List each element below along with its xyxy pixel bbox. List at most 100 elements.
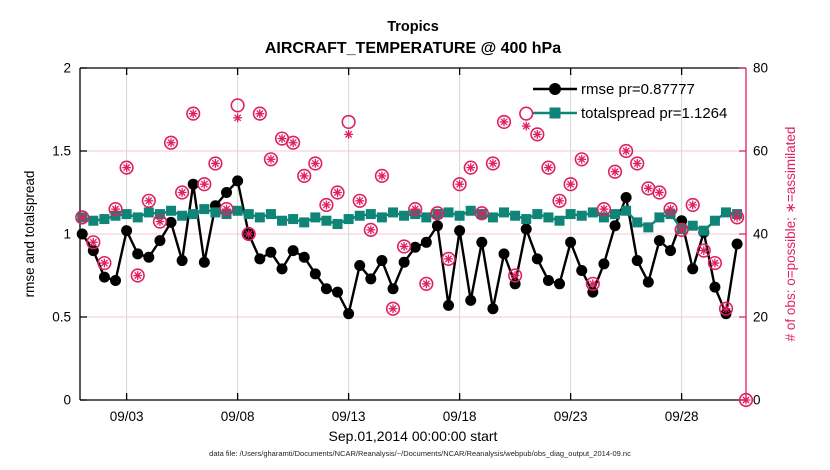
obs-possible-marker: [674, 222, 689, 237]
rmse-marker: [320, 283, 332, 295]
obs-possible-marker: [308, 156, 323, 171]
obs-assimilated-marker: [155, 217, 165, 226]
obs-assimilated-marker: [122, 163, 132, 172]
obs-assimilated-marker: [88, 237, 98, 247]
rmse-marker: [565, 236, 577, 248]
totalspread-marker: [354, 210, 365, 221]
obs-possible-marker: [330, 185, 345, 200]
obs-asterisk-ray: [300, 172, 308, 180]
obs-assimilated-marker: [421, 279, 431, 289]
obs-asterisk-ray: [111, 205, 120, 213]
obs-asterisk-ray: [256, 110, 264, 118]
rmse-marker: [487, 303, 499, 315]
totalspread-marker: [543, 212, 554, 223]
obs-possible-marker: [496, 114, 512, 130]
obs-assimilated-marker: [199, 179, 209, 189]
obs-asterisk-ray: [234, 114, 242, 122]
obs-asterisk-ray: [211, 159, 219, 168]
obs-possible-marker: [241, 226, 256, 242]
obs-possible-marker: [441, 251, 456, 266]
totalspread-marker: [532, 209, 543, 220]
obs-possible-marker: [230, 98, 245, 113]
x-tick-label: 09/13: [332, 409, 366, 424]
totalspread-marker: [232, 205, 243, 216]
obs-asterisk-ray: [633, 159, 641, 168]
obs-asterisk-ray: [267, 155, 275, 163]
obs-assimilated-marker: [111, 204, 120, 214]
rmse-marker: [276, 263, 288, 275]
obs-assimilated-marker: [410, 204, 420, 214]
obs-possible-marker: [630, 156, 645, 171]
obs-possible-marker: [485, 156, 501, 171]
obs-asterisk-ray: [600, 205, 608, 213]
totalspread-marker: [410, 209, 421, 220]
obs-assimilated-marker: [255, 109, 265, 119]
obs-asterisk-ray: [78, 213, 86, 221]
obs-assimilated-marker: [688, 200, 698, 210]
totalspread-marker: [465, 205, 476, 216]
obs-assimilated-marker: [643, 183, 653, 193]
obs-asterisk-ray: [444, 255, 453, 263]
x-tick-label: 09/23: [554, 409, 588, 424]
obs-assimilated-marker: [366, 225, 376, 235]
rmse-marker: [121, 225, 133, 237]
rmse-marker: [309, 268, 321, 280]
obs-asterisk-ray: [622, 147, 630, 155]
rmse-marker: [420, 236, 432, 248]
rmse-marker: [576, 265, 588, 277]
rmse-marker: [232, 175, 244, 187]
obs-asterisk-ray: [733, 213, 741, 221]
totalspread-marker: [88, 215, 99, 226]
obs-asterisk-ray: [489, 159, 497, 168]
rmse-marker: [343, 308, 355, 320]
rmse-marker: [365, 273, 377, 285]
legend-item-rmse: rmse pr=0.87777: [533, 81, 695, 98]
obs-assimilated-marker: [133, 271, 143, 280]
legend-label-rmse: rmse pr=0.87777: [581, 81, 695, 98]
obs-assimilated-marker: [521, 121, 531, 131]
footer-datafile-text: data file: /Users/gharamti/Documents/NCA…: [209, 449, 631, 458]
obs-possible-marker: [663, 202, 678, 217]
obs-asterisk-ray: [178, 188, 186, 197]
obs-asterisk-ray: [578, 155, 586, 163]
obs-assimilated-marker: [710, 258, 720, 268]
x-tick-label: 09/08: [221, 409, 255, 424]
rmse-marker: [187, 178, 199, 190]
rmse-marker: [431, 220, 443, 232]
rmse-marker: [531, 253, 543, 265]
obs-asterisk-ray: [722, 305, 730, 313]
totalspread-marker: [243, 209, 254, 220]
totalspread-marker: [598, 212, 609, 223]
legend-marker-circle-icon: [549, 83, 561, 95]
totalspread-marker: [421, 212, 432, 223]
obs-asterisk-ray: [411, 205, 419, 213]
obs-asterisk-ray: [189, 110, 197, 118]
rmse-marker: [498, 248, 510, 260]
obs-possible-marker: [718, 301, 734, 316]
obs-possible-marker: [607, 164, 623, 179]
obs-assimilated-marker: [555, 196, 564, 206]
totalspread-marker: [687, 220, 698, 231]
rmse-marker: [454, 225, 466, 237]
x-tick-label: 09/03: [110, 409, 144, 424]
obs-asterisk-ray: [644, 184, 652, 192]
y-tick-label-left: 1: [63, 227, 71, 242]
obs-assimilated-marker: [100, 258, 109, 268]
obs-possible-marker: [619, 143, 634, 159]
obs-possible-marker: [552, 193, 567, 208]
totalspread-marker: [143, 207, 154, 218]
rmse-marker: [443, 299, 455, 311]
legend: rmse pr=0.87777 totalspread pr=1.1264: [533, 81, 727, 122]
totalspread-marker: [343, 214, 354, 225]
obs-possible-marker: [397, 239, 412, 254]
obs-assimilated-marker: [499, 117, 509, 127]
obs-possible-marker: [252, 106, 267, 121]
totalspread-marker: [376, 212, 387, 223]
obs-assimilated-marker: [77, 213, 87, 222]
obs-possible-marker: [685, 197, 700, 213]
obs-possible-marker: [574, 152, 589, 167]
obs-asterisk-ray: [700, 247, 708, 255]
totalspread-marker: [277, 215, 288, 226]
rmse-marker: [642, 276, 654, 288]
